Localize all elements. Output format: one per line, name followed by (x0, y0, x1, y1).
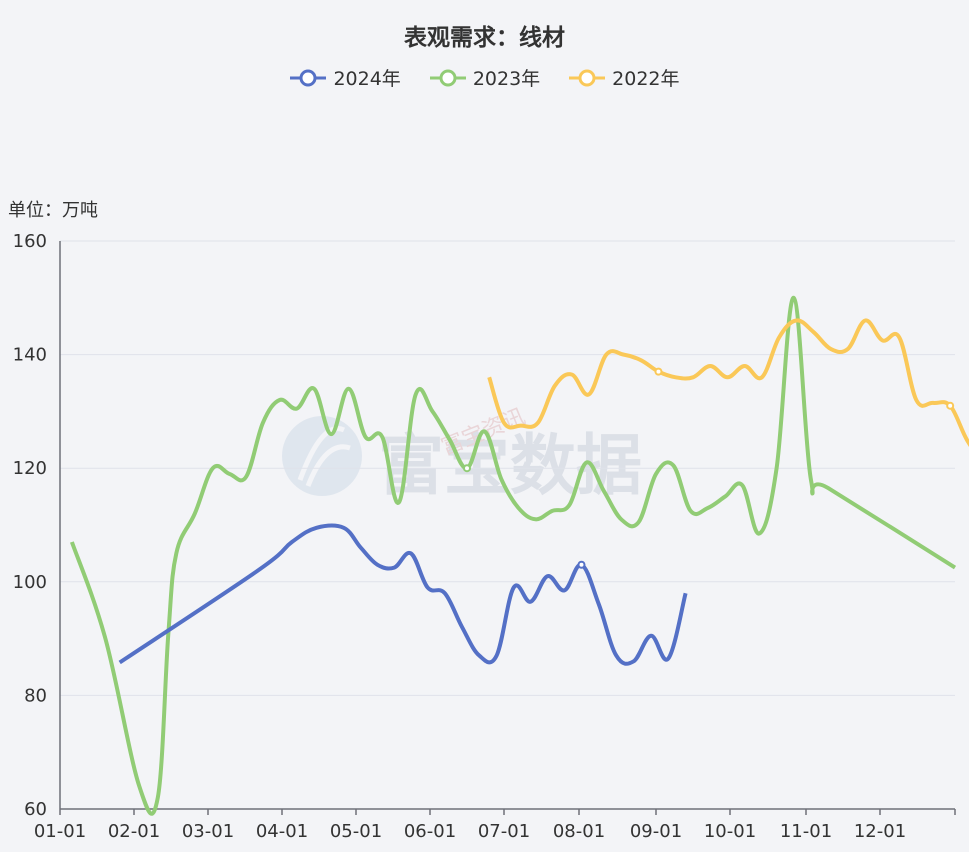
x-tick-label: 04-01 (256, 821, 308, 842)
data-point[interactable] (654, 367, 663, 376)
x-tick-label: 09-01 (630, 821, 682, 842)
y-tick-label: 100 (13, 572, 47, 593)
x-tick-label: 02-01 (108, 821, 160, 842)
x-tick-label: 03-01 (182, 821, 234, 842)
x-tick-label: 08-01 (553, 821, 605, 842)
chart-legend: 2024年 2023年 2022年 (0, 64, 969, 91)
data-point[interactable] (463, 464, 471, 473)
x-tick-label: 07-01 (478, 821, 530, 842)
series-line-2023年[interactable] (70, 295, 957, 816)
legend-label: 2024年 (333, 68, 401, 90)
legend-item-2022[interactable]: 2022年 (568, 64, 680, 91)
watermark: 富宝数据 富宝资讯 (282, 404, 642, 504)
unit-label: 单位：万吨 (8, 200, 98, 221)
data-point[interactable] (577, 560, 586, 569)
legend-label: 2023年 (472, 68, 541, 90)
x-tick-label: 11-01 (780, 821, 832, 842)
watermark-logo-icon (282, 416, 362, 496)
series-line-2024年[interactable] (118, 523, 688, 666)
data-point[interactable] (946, 401, 955, 410)
y-tick-label: 120 (13, 458, 47, 479)
legend-label: 2022年 (612, 68, 680, 90)
watermark-text: 富宝数据 (378, 427, 642, 504)
legend-line-circle-icon (429, 69, 466, 86)
x-tick-label: 01-01 (34, 821, 86, 842)
legend-item-2023[interactable]: 2023年 (429, 64, 540, 91)
y-tick-label: 60 (24, 799, 47, 820)
series-line-2022年[interactable] (487, 318, 969, 553)
y-tick-label: 140 (13, 345, 47, 366)
legend-line-circle-icon (569, 69, 606, 86)
y-tick-label: 80 (24, 685, 47, 706)
x-tick-label: 10-01 (704, 821, 756, 842)
chart-title: 表观需求：线材 (404, 25, 565, 51)
x-tick-label: 06-01 (404, 821, 456, 842)
y-tick-label: 160 (13, 231, 47, 252)
x-tick-label: 05-01 (330, 821, 382, 842)
legend-item-2024[interactable]: 2024年 (289, 64, 401, 91)
legend-line-circle-icon (290, 69, 327, 86)
x-tick-label: 12-01 (854, 821, 906, 842)
